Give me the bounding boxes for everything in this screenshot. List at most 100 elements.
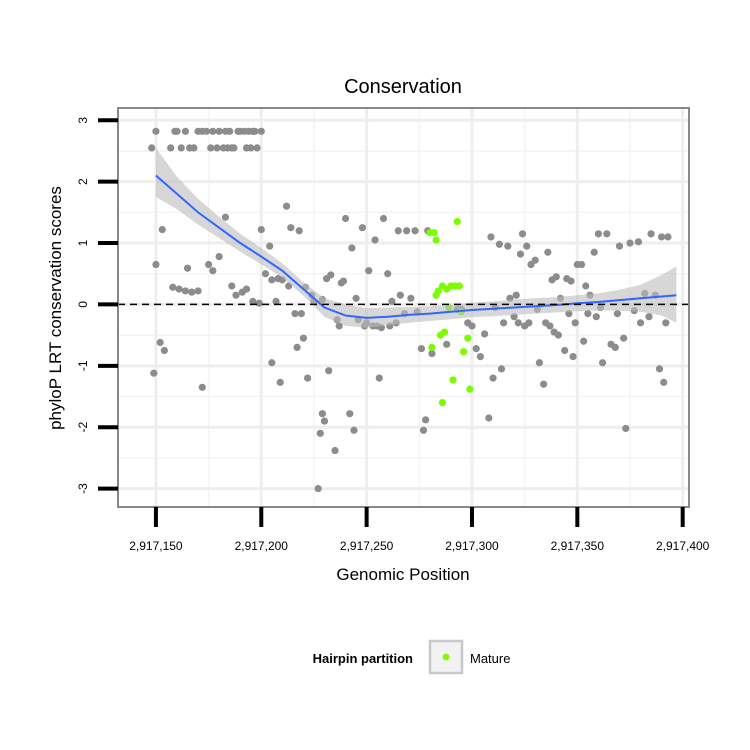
data-point-other: [158, 225, 166, 234]
data-point-mature: [432, 236, 440, 244]
data-point-other: [348, 244, 356, 252]
data-point-other: [156, 338, 164, 347]
y-tick-label: 2: [76, 178, 90, 185]
data-point-other: [268, 276, 276, 284]
data-point-other: [636, 319, 645, 327]
data-point-other: [590, 248, 598, 256]
data-point-other: [297, 310, 305, 318]
data-point-other: [215, 127, 223, 135]
data-point-other: [226, 127, 234, 135]
data-point-other: [394, 227, 402, 235]
data-point-other: [403, 227, 411, 235]
data-point-other: [396, 291, 404, 299]
data-point-other: [358, 224, 367, 232]
data-point-other: [249, 297, 257, 305]
data-point-other: [318, 410, 326, 418]
data-point-other: [207, 144, 215, 152]
y-axis-title: phyloP LRT conservation scores: [46, 186, 65, 430]
data-point-other: [287, 224, 295, 232]
data-point-other: [230, 144, 238, 152]
data-point-other: [299, 334, 308, 342]
y-tick-label: -3: [76, 483, 90, 494]
data-point-mature: [453, 217, 461, 226]
data-point-other: [295, 227, 303, 235]
legend: Hairpin partition Mature: [313, 639, 510, 675]
data-point-other: [523, 242, 531, 250]
data-point-other: [194, 287, 202, 295]
data-point-other: [611, 343, 619, 351]
data-point-other: [552, 273, 560, 281]
data-point-other: [167, 144, 175, 152]
data-point-other: [514, 319, 522, 327]
data-point-other: [388, 297, 396, 305]
data-point-other: [594, 230, 602, 238]
data-point-other: [468, 322, 476, 330]
data-point-other: [188, 288, 196, 296]
data-point-mature: [434, 287, 442, 295]
x-tick-label: 2,917,350: [551, 539, 605, 553]
data-point-other: [253, 144, 261, 152]
x-tick-label: 2,917,400: [656, 539, 710, 553]
data-point-other: [487, 233, 495, 241]
data-point-other: [546, 322, 554, 330]
data-point-other: [175, 285, 183, 293]
data-point-other: [531, 256, 539, 264]
data-point-other: [622, 424, 630, 433]
axes: 2,917,150 2,917,200 2,917,250 2,917,300 2,91…: [76, 117, 710, 553]
data-point-other: [504, 242, 512, 250]
data-point-other: [422, 416, 430, 424]
data-point-other: [407, 294, 415, 302]
data-point-other: [658, 233, 666, 241]
data-point-other: [251, 127, 259, 135]
data-point-other: [592, 313, 600, 321]
x-tick-label: 2,917,250: [340, 539, 394, 553]
data-point-other: [384, 270, 392, 278]
data-point-mature: [440, 328, 449, 336]
data-point-other: [485, 414, 493, 422]
data-point-other: [476, 353, 485, 361]
data-point-other: [580, 337, 588, 345]
data-point-other: [481, 330, 489, 338]
data-point-other: [655, 365, 664, 373]
data-point-other: [183, 264, 192, 272]
data-point-other: [209, 267, 217, 275]
data-point-other: [215, 252, 223, 261]
data-point-other: [443, 340, 451, 348]
data-point-other: [261, 270, 270, 278]
data-point-other: [540, 380, 548, 388]
data-point-other: [282, 202, 291, 210]
data-point-other: [266, 242, 274, 250]
data-point-other: [198, 383, 206, 391]
data-point-other: [316, 429, 324, 437]
data-point-mature: [438, 399, 447, 407]
data-point-other: [565, 310, 573, 318]
data-point-other: [516, 250, 525, 258]
x-tick-label: 2,917,150: [129, 539, 183, 553]
data-point-other: [350, 426, 358, 434]
data-point-other: [472, 345, 480, 353]
smooth-trend-line: [155, 174, 677, 319]
data-point-other: [603, 230, 611, 238]
data-point-mature: [459, 348, 468, 356]
chart-title: Conservation: [344, 76, 462, 98]
data-point-other: [582, 282, 590, 290]
data-point-other: [152, 260, 160, 269]
data-point-other: [512, 291, 520, 299]
data-point-other: [190, 144, 198, 152]
data-point-other: [325, 367, 333, 375]
data-point-other: [268, 359, 276, 367]
data-point-mature: [455, 282, 463, 290]
data-point-other: [148, 144, 156, 152]
data-point-other: [375, 374, 383, 382]
data-point-other: [320, 417, 329, 425]
legend-title: Hairpin partition: [313, 651, 413, 666]
y-tick-label: -2: [76, 422, 90, 433]
data-point-mature: [428, 343, 436, 351]
data-point-other: [177, 144, 185, 152]
data-point-other: [664, 233, 672, 241]
data-point-other: [371, 236, 379, 244]
data-point-other: [169, 283, 177, 291]
data-point-other: [365, 267, 373, 275]
data-point-other: [228, 282, 236, 290]
